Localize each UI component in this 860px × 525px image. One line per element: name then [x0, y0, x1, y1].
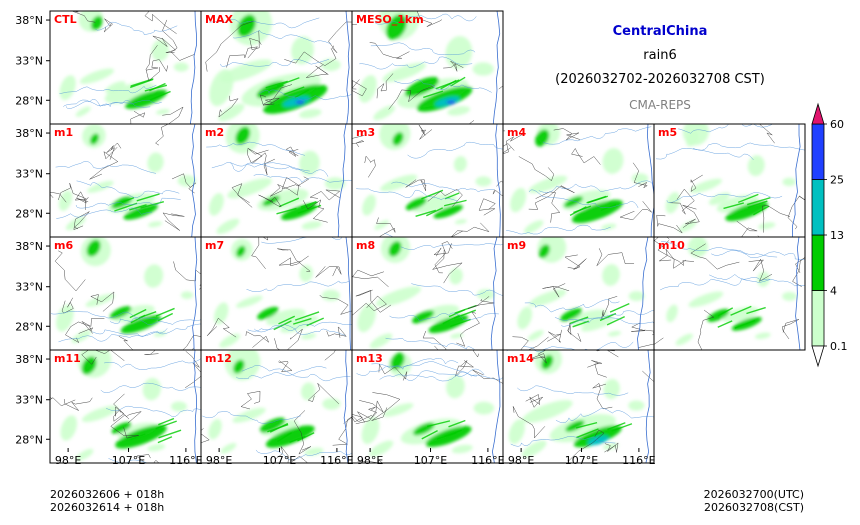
- lon-tick-label: 107°E: [414, 454, 447, 467]
- lat-tick-label: 38°N: [15, 240, 43, 253]
- init-time-utc: 2026032606 + 018h: [50, 488, 165, 501]
- variable-title: rain6: [643, 48, 677, 63]
- colorbar-under-arrow: [811, 345, 825, 368]
- lat-tick-label: 38°N: [15, 353, 43, 366]
- lat-tick-label: 38°N: [15, 127, 43, 140]
- panel-label-MAX: MAX: [205, 13, 233, 26]
- colorbar-segment: [811, 290, 825, 347]
- lon-tick-label: 116°E: [471, 454, 504, 467]
- panel-label-m6: m6: [54, 239, 73, 252]
- map-panel-MESO_1km: MESO_1km: [351, 10, 504, 125]
- lon-tick-label: 98°E: [508, 454, 534, 467]
- panel-label-m8: m8: [356, 239, 375, 252]
- lon-tick-label: 116°E: [320, 454, 353, 467]
- panel-label-m10: m10: [658, 239, 685, 252]
- map-panel-m2: m2: [200, 123, 353, 238]
- lon-tick-label: 107°E: [112, 454, 145, 467]
- map-panel-m10: m10: [653, 236, 806, 351]
- lat-tick-label: 28°N: [15, 207, 43, 220]
- lat-tick-label: 38°N: [15, 14, 43, 27]
- map-panel-m6: m6: [49, 236, 202, 351]
- panel-label-m12: m12: [205, 352, 232, 365]
- map-panel-m7: m7: [200, 236, 353, 351]
- map-panel-m5: m5: [653, 123, 806, 238]
- colorbar-level-label: 60: [830, 118, 844, 131]
- lat-tick-label: 33°N: [15, 394, 43, 407]
- map-panel-m9: m9: [502, 236, 655, 351]
- colorbar-level-label: 4: [830, 285, 837, 298]
- map-panel-m4: m4: [502, 123, 655, 238]
- valid-time-utc: 2026032700(UTC): [703, 488, 804, 501]
- panel-label-CTL: CTL: [54, 13, 77, 26]
- lon-tick-label: 107°E: [263, 454, 296, 467]
- map-panel-m3: m3: [351, 123, 504, 238]
- panel-label-m13: m13: [356, 352, 383, 365]
- colorbar-level-label: 13: [830, 229, 844, 242]
- colorbar-segment: [811, 234, 825, 291]
- colorbar: 0.1 4 13 25 60: [811, 102, 848, 368]
- panel-label-m1: m1: [54, 126, 73, 139]
- region-title: CentralChina: [612, 24, 708, 39]
- lon-tick-label: 98°E: [55, 454, 81, 467]
- valid-time-cst: 2026032708(CST): [704, 501, 804, 514]
- map-panel-m11: m11: [49, 349, 202, 464]
- panel-label-MESO_1km: MESO_1km: [356, 13, 424, 26]
- init-time-cst: 2026032614 + 018h: [50, 501, 165, 514]
- period-title: (2026032702-2026032708 CST): [555, 72, 765, 87]
- lat-tick-label: 28°N: [15, 320, 43, 333]
- lon-tick-label: 116°E: [622, 454, 655, 467]
- panel-label-m7: m7: [205, 239, 224, 252]
- map-panel-CTL: CTL: [49, 10, 202, 125]
- map-panel-m12: m12: [200, 349, 353, 464]
- lat-tick-label: 28°N: [15, 433, 43, 446]
- lon-tick-label: 116°E: [169, 454, 202, 467]
- lon-tick-label: 98°E: [206, 454, 232, 467]
- map-panel-MAX: MAX: [200, 10, 353, 125]
- lat-tick-label: 33°N: [15, 168, 43, 181]
- colorbar-segment: [811, 123, 825, 180]
- map-panel-m13: m13: [351, 349, 504, 464]
- lon-tick-label: 107°E: [565, 454, 598, 467]
- colorbar-over-arrow: [811, 102, 825, 125]
- map-panel-m8: m8: [351, 236, 504, 351]
- panel-label-m9: m9: [507, 239, 526, 252]
- colorbar-segment: [811, 179, 825, 236]
- panel-frame: [502, 349, 655, 464]
- panel-label-m5: m5: [658, 126, 677, 139]
- colorbar-level-label: 25: [830, 174, 844, 187]
- panel-label-m2: m2: [205, 126, 224, 139]
- lat-tick-label: 33°N: [15, 55, 43, 68]
- lat-tick-label: 28°N: [15, 94, 43, 107]
- lat-tick-label: 33°N: [15, 281, 43, 294]
- panel-label-m14: m14: [507, 352, 534, 365]
- map-panel-m14: m14: [502, 349, 655, 464]
- panel-frame: [653, 236, 806, 351]
- lon-tick-label: 98°E: [357, 454, 383, 467]
- panel-label-m11: m11: [54, 352, 81, 365]
- colorbar-level-label: 0.1: [830, 340, 848, 353]
- map-panel-m1: m1: [49, 123, 202, 238]
- system-subtitle: CMA-REPS: [629, 98, 691, 112]
- panel-label-m4: m4: [507, 126, 526, 139]
- panel-label-m3: m3: [356, 126, 375, 139]
